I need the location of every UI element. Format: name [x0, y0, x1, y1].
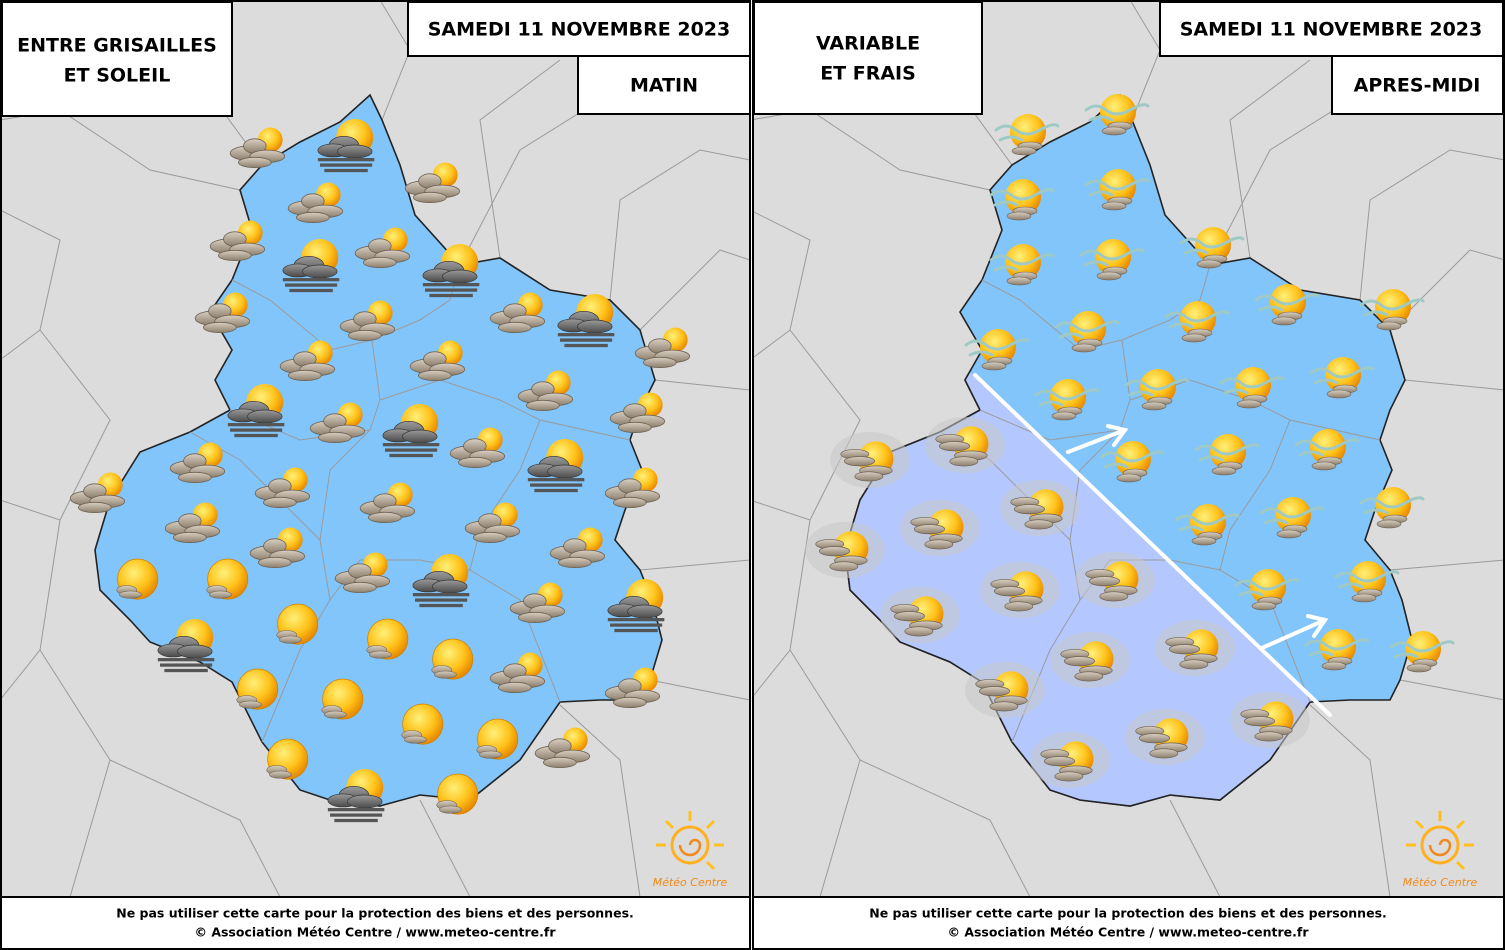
- logo-text: Météo Centre: [1403, 876, 1478, 889]
- date-box: [1159, 1, 1504, 57]
- weather-icon: [964, 661, 1046, 719]
- headline: ENTRE GRISAILLES: [17, 35, 217, 57]
- weather-icon: [206, 558, 249, 600]
- front-arrows: [973, 373, 1332, 717]
- weather-icon: [436, 773, 479, 815]
- weather-icon: [1074, 551, 1156, 609]
- weather-icon: [321, 678, 364, 720]
- footer-text: © Association Météo Centre / www.meteo-c…: [194, 925, 556, 940]
- weather-icon: [401, 703, 444, 745]
- weather-icon: [999, 479, 1081, 537]
- date-box: [407, 1, 751, 57]
- period: APRES-MIDI: [1354, 75, 1481, 97]
- weather-icon: [899, 499, 981, 557]
- period: MATIN: [630, 75, 698, 97]
- footer-box: [0, 896, 751, 950]
- weather-icon: [979, 561, 1061, 619]
- weather-icon: [879, 586, 961, 644]
- weather-icon: [476, 718, 519, 760]
- headline-box: [753, 1, 983, 115]
- headline: ET SOLEIL: [64, 65, 171, 87]
- weather-icon: [804, 521, 886, 579]
- period-box: [1331, 55, 1504, 115]
- weather-icon: [1029, 731, 1111, 789]
- weather-icon: [266, 738, 309, 780]
- logo: Météo Centre Météo Centre: [653, 811, 1478, 889]
- weather-icon: [1229, 691, 1311, 749]
- weather-icon: [236, 668, 279, 710]
- weather-icon: [1124, 708, 1206, 766]
- date: SAMEDI 11 NOVEMBRE 2023: [428, 19, 731, 41]
- weather-icon: [276, 603, 319, 645]
- footer-text: © Association Météo Centre / www.meteo-c…: [947, 925, 1309, 940]
- weather-icon: [366, 618, 409, 660]
- weather-icon: [1049, 631, 1131, 689]
- weather-icon: [829, 431, 911, 489]
- weather-icon: [924, 416, 1006, 474]
- footer-text: Ne pas utiliser cette carte pour la prot…: [869, 906, 1387, 921]
- headline: VARIABLE: [816, 33, 920, 55]
- headline-box: [1, 1, 233, 117]
- headline: ET FRAIS: [820, 63, 916, 85]
- footer-box: [752, 896, 1505, 950]
- footer-text: Ne pas utiliser cette carte pour la prot…: [116, 906, 634, 921]
- date: SAMEDI 11 NOVEMBRE 2023: [1180, 19, 1483, 41]
- period-box: [577, 55, 751, 115]
- logo-text: Météo Centre: [653, 876, 728, 889]
- weather-icon: [431, 638, 474, 680]
- weather-icon: [1154, 619, 1236, 677]
- map-morning: [0, 0, 750, 897]
- weather-icon: [116, 558, 159, 600]
